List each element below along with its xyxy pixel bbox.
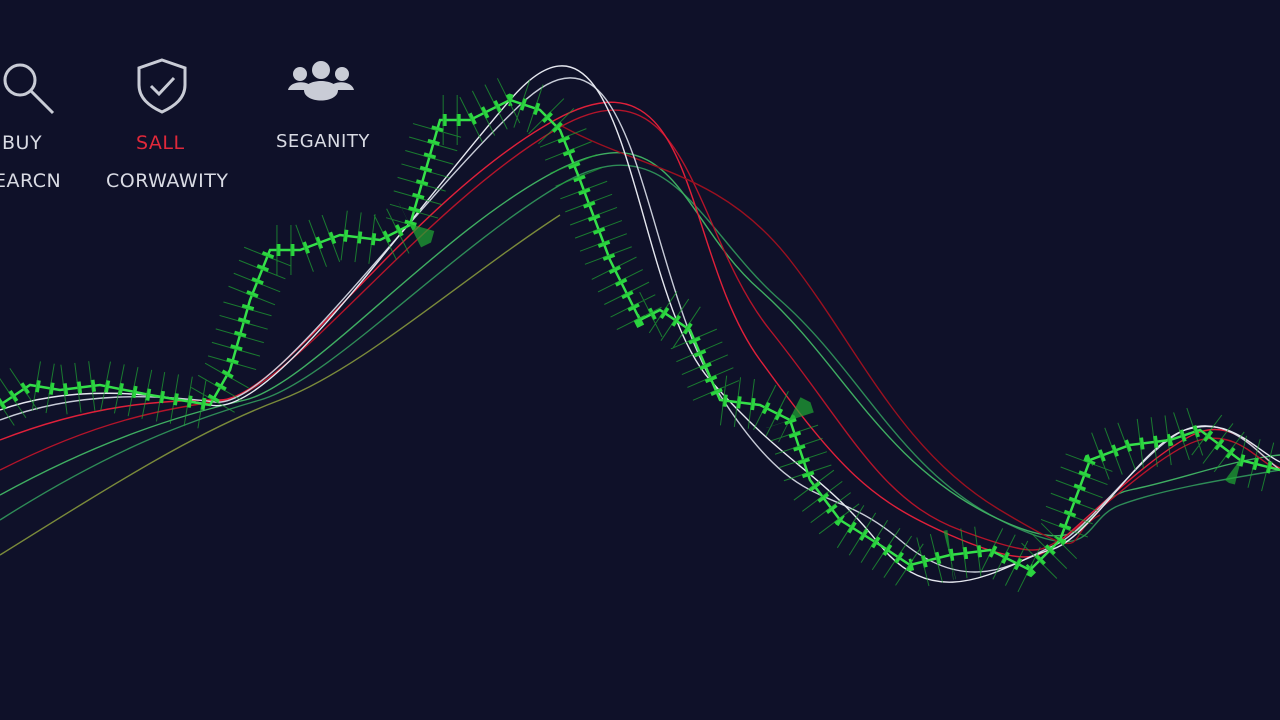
shield-icon [137,58,187,114]
ma-line [0,214,561,556]
ribbon [0,65,1280,583]
menu-label: BUY [2,132,42,154]
ma-line [559,124,1101,545]
ma-line [0,65,1280,583]
community-icon [288,61,354,101]
menu-label: EARCN [0,170,61,192]
search-icon [3,63,55,115]
ma-line [0,164,1280,543]
menu-label: CORWAWITY [106,170,228,192]
candles [0,93,1280,578]
menu-label: SALL [136,132,185,154]
menu-label: SEGANITY [276,131,370,152]
